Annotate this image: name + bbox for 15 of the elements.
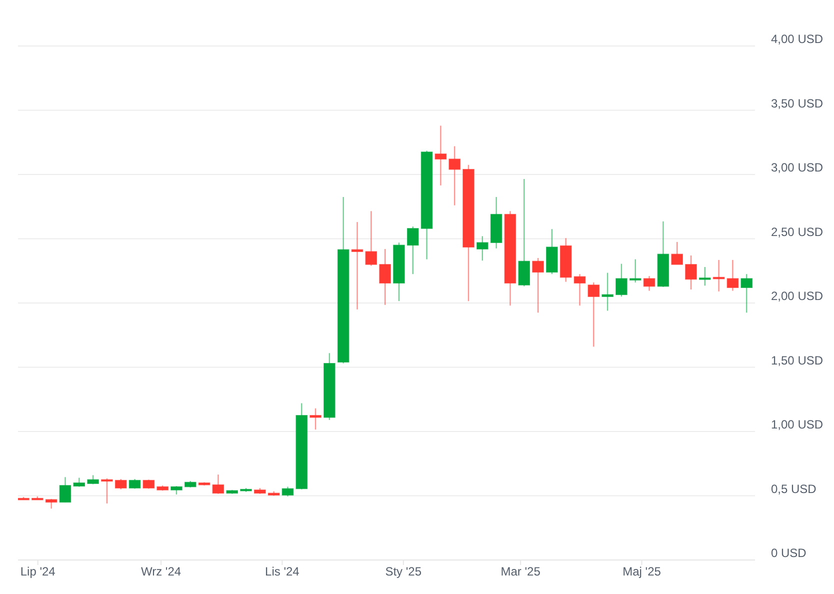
y-tick-label: 2,50 USD (771, 224, 824, 239)
y-tick-label: 1,00 USD (771, 418, 824, 432)
y-tick-label: 2,00 USD (771, 289, 824, 304)
y-tick-label: 3,50 USD (771, 96, 824, 110)
x-tick-label: Maj '25 (622, 564, 662, 579)
x-tick-label: Mar '25 (500, 564, 541, 579)
y-tick-label: 1,50 USD (771, 353, 824, 368)
x-tick-label: Lip '24 (20, 564, 56, 579)
y-tick-label: 3,00 USD (771, 160, 824, 175)
y-tick-label: 0 USD (771, 546, 807, 560)
x-tick-label: Wrz '24 (140, 564, 182, 579)
y-tick-label: 0,5 USD (771, 482, 817, 496)
x-tick-label: Lis '24 (265, 564, 300, 579)
x-tick-label: Sty '25 (385, 564, 422, 579)
y-tick-label: 4,00 USD (771, 32, 824, 46)
